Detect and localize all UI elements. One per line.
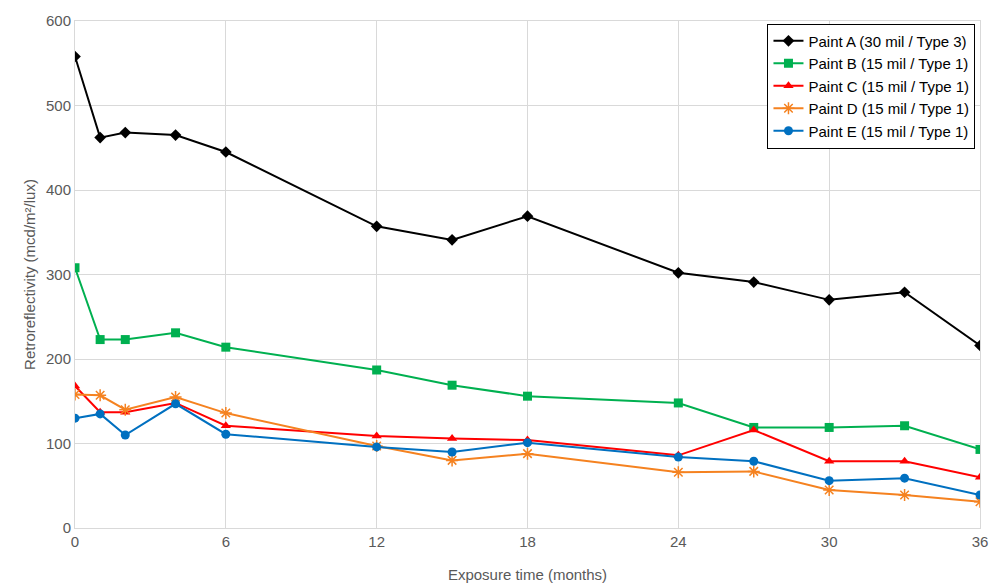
svg-text:600: 600 (46, 12, 71, 29)
svg-text:Paint B (15 mil / Type 1): Paint B (15 mil / Type 1) (808, 55, 968, 72)
svg-text:100: 100 (46, 435, 71, 452)
svg-text:400: 400 (46, 181, 71, 198)
svg-text:200: 200 (46, 350, 71, 367)
svg-text:Paint D (15 mil / Type 1): Paint D (15 mil / Type 1) (808, 100, 969, 117)
svg-text:36: 36 (972, 533, 989, 550)
svg-text:Retroreflectivity (mcd/m²/lux): Retroreflectivity (mcd/m²/lux) (21, 179, 38, 370)
svg-text:6: 6 (222, 533, 230, 550)
svg-text:Paint E (15 mil / Type 1): Paint E (15 mil / Type 1) (808, 123, 968, 140)
svg-text:300: 300 (46, 266, 71, 283)
svg-text:30: 30 (821, 533, 838, 550)
svg-text:Exposure time (months): Exposure time (months) (448, 566, 607, 583)
svg-text:Paint A (30 mil / Type 3): Paint A (30 mil / Type 3) (808, 33, 966, 50)
svg-text:12: 12 (368, 533, 385, 550)
svg-text:0: 0 (71, 533, 79, 550)
svg-text:24: 24 (670, 533, 687, 550)
svg-text:18: 18 (519, 533, 536, 550)
svg-text:500: 500 (46, 97, 71, 114)
svg-text:0: 0 (63, 519, 71, 536)
svg-text:Paint C (15 mil / Type 1): Paint C (15 mil / Type 1) (808, 78, 969, 95)
